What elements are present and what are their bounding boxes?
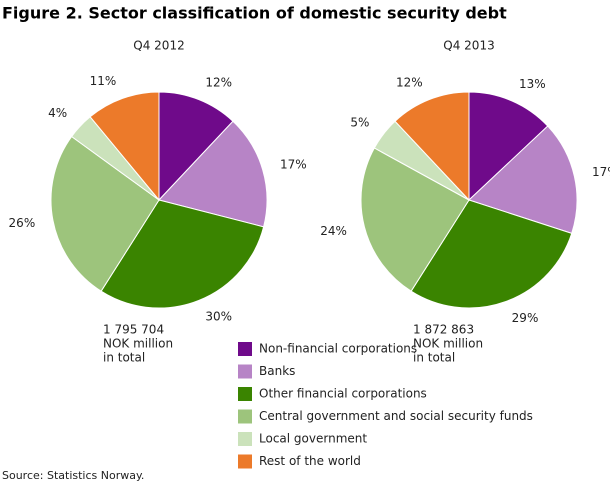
total-label: 1 872 863 [413,323,474,337]
value-label: 26% [9,216,36,230]
total-label: in total [103,351,145,365]
value-label: 4% [48,106,67,120]
total-label: NOK million [413,337,483,351]
chart-title: Figure 2. Sector classification of domes… [2,4,507,23]
total-label: in total [413,351,455,365]
pie-title: Q4 2012 [133,39,184,53]
legend-swatch [238,432,252,446]
pie-slice [158,91,234,202]
pie-slice [360,147,470,292]
pie-slice [89,91,160,202]
legend-swatch [238,454,252,469]
legend-swatch [238,364,252,379]
total-label: NOK million [103,337,173,351]
pie-slice [468,125,578,235]
pie-slice [100,199,265,309]
pie-slice [410,199,573,309]
value-label: 12% [396,75,423,89]
source: Source: Statistics Norway. [2,469,144,482]
pie-slice [158,120,268,228]
value-label: 12% [205,75,232,89]
value-label: 17% [280,157,307,171]
value-label: 17% [592,165,610,179]
pie-title: Q4 2013 [443,39,494,53]
value-label: 24% [320,224,347,238]
legend-label: Banks [259,364,295,378]
value-label: 13% [519,77,546,91]
total-label: 1 795 704 [103,323,164,337]
legend-label: Non-financial corporations [259,342,417,356]
value-label: 29% [512,311,539,325]
value-label: 30% [205,310,232,324]
legend-label: Local government [259,432,367,446]
legend-label: Other financial corporations [259,387,427,401]
legend-swatch [238,342,252,356]
value-label: 11% [90,74,117,88]
value-label: 5% [350,115,369,129]
legend-swatch [238,387,252,401]
pie-slice [50,135,160,292]
pie-slice [394,91,470,202]
legend-label: Central government and social security f… [259,409,533,423]
pie-slice [468,91,549,202]
legend-swatch [238,409,252,424]
legend-label: Rest of the world [259,454,361,468]
